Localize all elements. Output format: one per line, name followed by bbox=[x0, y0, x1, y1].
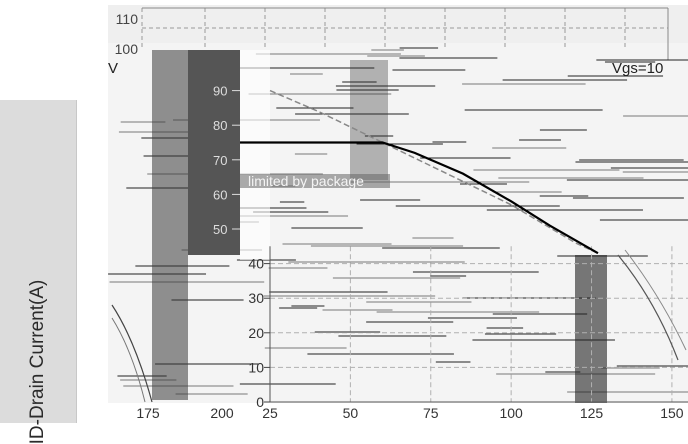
x-tick-label: 25 bbox=[262, 405, 278, 421]
left-curve-fragment bbox=[111, 317, 146, 403]
x-tick-label: 50 bbox=[343, 405, 359, 421]
y-tick-back: 110 bbox=[116, 11, 139, 27]
y-tick-back: 100 bbox=[115, 41, 139, 57]
x-tick-label: 100 bbox=[499, 405, 523, 421]
y-tick-label: 10 bbox=[248, 359, 264, 375]
left-curve-fragment bbox=[111, 304, 153, 403]
y-tick-label: 20 bbox=[248, 325, 264, 341]
annotation-band bbox=[240, 174, 390, 188]
y-tick-inner: 70 bbox=[213, 153, 227, 168]
back-panel-top bbox=[108, 5, 688, 43]
column-block bbox=[575, 255, 607, 403]
y-tick-inner: 90 bbox=[213, 84, 227, 99]
annotation-vgs: Vgs=10 bbox=[612, 60, 663, 77]
y-tick-label: 30 bbox=[248, 290, 264, 306]
derating-chart: 110 100 50 60 70 80 90 0 10 20 30 40 25 50 75 100 125 150… bbox=[108, 5, 688, 421]
x-tick-side: 200 bbox=[210, 405, 234, 421]
y-tick-inner: 50 bbox=[213, 222, 227, 237]
y-tick-label: 40 bbox=[248, 256, 264, 272]
column-block bbox=[350, 60, 388, 180]
y-tick-inner: 80 bbox=[213, 118, 227, 133]
x-tick-label: 75 bbox=[423, 405, 439, 421]
y-axis-label-panel: ID-Drain Current(A) bbox=[0, 100, 77, 444]
x-tick-side: 175 bbox=[136, 405, 160, 421]
x-tick-label: 150 bbox=[660, 405, 684, 421]
series-current-line bbox=[270, 141, 599, 255]
column-block bbox=[152, 50, 188, 400]
right-curve-fragment bbox=[624, 249, 687, 351]
right-curve-fragment bbox=[617, 254, 679, 361]
x-tick-label: 125 bbox=[580, 405, 604, 421]
column-block-dark bbox=[188, 50, 240, 255]
annotation-limited: limited by package bbox=[248, 173, 364, 189]
gap-block bbox=[240, 50, 270, 260]
annotation-vgs-left: V bbox=[108, 60, 118, 77]
chart-stage: ID-Drain Current(A) 110 100 50 60 70 80 90 0 10 2… bbox=[0, 5, 688, 444]
y-tick-label: 0 bbox=[256, 394, 264, 410]
y-tick-inner: 60 bbox=[213, 187, 227, 202]
